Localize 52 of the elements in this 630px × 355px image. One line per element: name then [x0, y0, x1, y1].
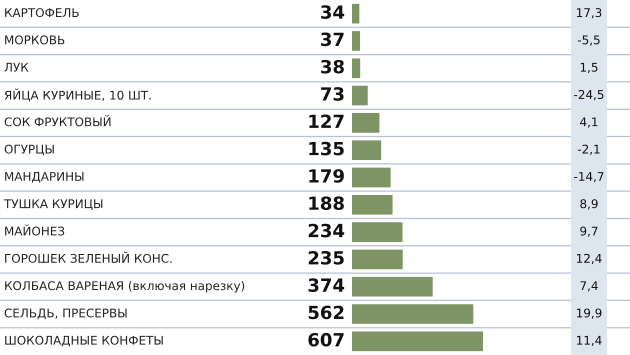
data-label: 607 — [308, 332, 344, 347]
data-label: 188 — [309, 196, 344, 210]
data-label: 127 — [309, 114, 344, 128]
text: 8,9 — [580, 199, 598, 210]
text: 4,1 — [580, 117, 598, 128]
y-tick-label: ТУШКА КУРИЦЫ — [4, 199, 102, 210]
y-tick-label: МОРКОВЬ — [5, 35, 64, 44]
y-tick-label: ШОКОЛАДНЫЕ КОНФЕТЫ — [5, 336, 163, 347]
bar — [352, 113, 380, 133]
bar — [352, 222, 402, 242]
bar — [352, 332, 483, 352]
data-label: 234 — [308, 224, 344, 238]
data-label: 235 — [308, 251, 344, 265]
y-tick-label: ОГУРЦЫ — [4, 144, 54, 156]
bar — [352, 194, 393, 215]
text: -5,5 — [578, 36, 600, 46]
bar — [352, 4, 360, 24]
text: 12,4 — [577, 254, 602, 264]
bar — [352, 86, 368, 106]
text: 7,4 — [580, 281, 598, 292]
bar — [352, 168, 391, 188]
y-tick-label: СЕЛЬДЬ, ПРЕСЕРВЫ — [4, 308, 127, 320]
y-tick-label: ГОРОШЕК ЗЕЛЕНЫЙ КОНС. — [5, 252, 172, 263]
text: 17,3 — [577, 8, 602, 18]
text: -24,5 — [574, 90, 604, 100]
y-tick-label: КОЛБАСА ВАРЕНАЯ (включая нарезку) — [5, 280, 244, 293]
text: -2,1 — [578, 144, 600, 155]
bar — [352, 304, 474, 324]
bar — [352, 250, 403, 270]
data-label: 374 — [308, 278, 344, 292]
bar — [352, 58, 360, 78]
bar — [352, 140, 382, 160]
y-tick-label: КАРТОФЕЛЬ — [5, 8, 79, 18]
data-label: 73 — [321, 87, 344, 101]
data-label: 34 — [321, 5, 344, 19]
data-label: 38 — [321, 60, 344, 74]
text: 9,7 — [580, 226, 598, 237]
y-tick-label: ЯЙЦА КУРИНЫЕ, 10 ШТ. — [4, 88, 151, 102]
text: 19,9 — [577, 308, 602, 319]
text: 11,4 — [577, 336, 602, 346]
text: -14,7 — [574, 172, 604, 182]
bar — [352, 31, 360, 51]
y-tick-label: МАНДАРИНЫ — [5, 172, 84, 183]
text: 1,5 — [580, 62, 598, 73]
y-tick-label: СОК ФРУКТОВЫЙ — [4, 115, 110, 126]
data-label: 37 — [321, 32, 344, 46]
y-tick-label: ЛУК — [4, 62, 29, 72]
data-label: 562 — [308, 306, 344, 320]
data-label: 135 — [309, 142, 344, 156]
data-label: 179 — [309, 169, 344, 183]
bar — [352, 276, 433, 297]
y-tick-label: МАЙОНЕЗ — [5, 224, 64, 236]
